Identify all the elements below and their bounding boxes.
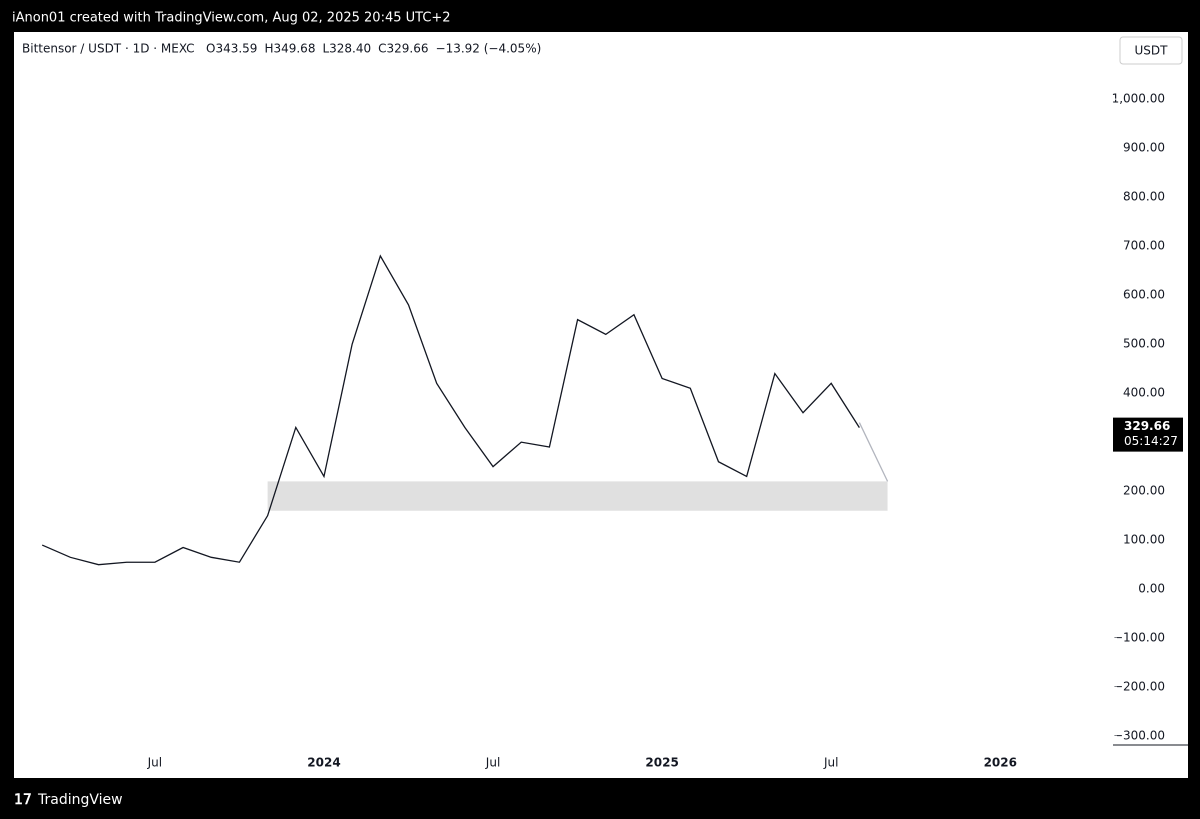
chart-panel — [14, 32, 1188, 778]
y-tick-label: 800.00 — [1123, 190, 1165, 204]
x-tick-label: 2026 — [984, 756, 1017, 770]
y-tick-label: −200.00 — [1113, 680, 1165, 694]
ohlc-value: −13.92 (−4.05%) — [436, 42, 542, 56]
price-tag — [1113, 417, 1183, 452]
y-tick-label: 200.00 — [1123, 484, 1165, 498]
ohlc-value: O343.59 — [206, 42, 257, 56]
y-tick-label: −300.00 — [1113, 729, 1165, 743]
y-tick-label: −100.00 — [1113, 631, 1165, 645]
ohlc-value: L328.40 — [322, 42, 371, 56]
x-tick-label: 2025 — [645, 756, 678, 770]
brand: TradingView — [37, 792, 123, 808]
y-tick-label: 600.00 — [1123, 288, 1165, 302]
currency-box — [1119, 36, 1183, 65]
y-tick-label: 500.00 — [1123, 337, 1165, 351]
y-tick-label: 1,000.00 — [1112, 92, 1165, 106]
ohlc-value: C329.66 — [378, 42, 428, 56]
symbol-info: Bittensor / USDT · 1D · MEXC — [22, 42, 195, 56]
y-tick-label: 100.00 — [1123, 533, 1165, 547]
credit: iAnon01 created with TradingView.com, Au… — [12, 11, 451, 26]
currency: USDT — [1135, 44, 1169, 58]
y-tick-label: 0.00 — [1138, 582, 1165, 596]
support-zone — [267, 481, 888, 511]
y-tick-label: 400.00 — [1123, 386, 1165, 400]
y-tick-label: 700.00 — [1123, 239, 1165, 253]
x-tick-label: Jul — [823, 756, 838, 770]
price-countdown: 05:14:27 — [1124, 434, 1178, 448]
y-tick-label: 900.00 — [1123, 141, 1165, 155]
price-line — [858, 422, 889, 482]
price-line — [41, 254, 860, 566]
ohlc-value: H349.68 — [264, 42, 315, 56]
x-tick-label: Jul — [485, 756, 500, 770]
x-tick-label: Jul — [147, 756, 162, 770]
brand-icon: 𝟣𝟩 — [14, 792, 32, 808]
price-tag-value: 329.66 — [1124, 419, 1170, 433]
x-tick-label: 2024 — [307, 756, 340, 770]
